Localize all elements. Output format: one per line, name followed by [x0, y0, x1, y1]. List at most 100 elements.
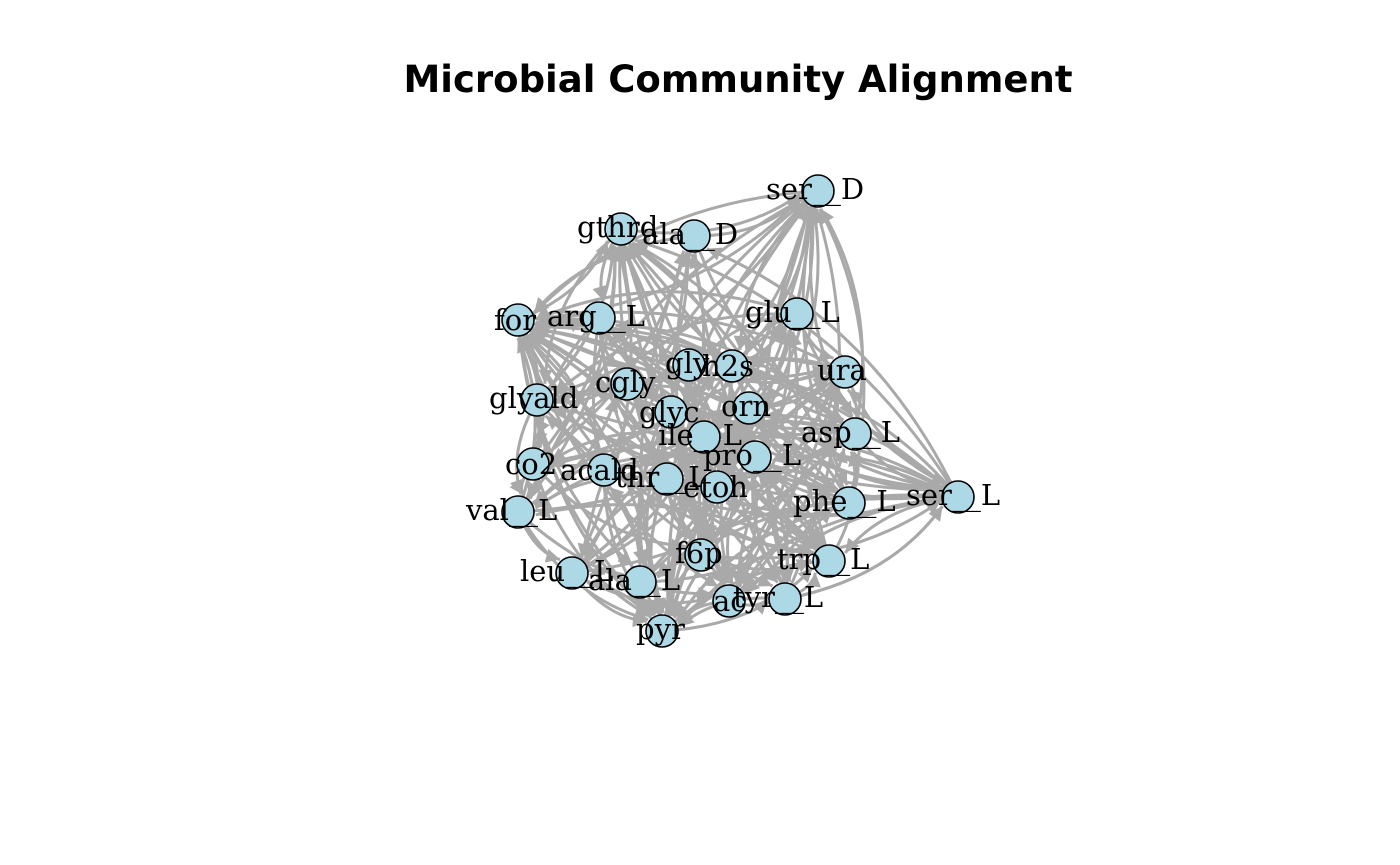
node-acald[interactable]: acald [560, 453, 639, 487]
arrowhead-thr__L-to-glu__L [775, 328, 790, 344]
node-glyc[interactable]: glyc [639, 395, 699, 429]
node-label: tyr__L [733, 580, 823, 615]
node-co2[interactable]: co2 [505, 447, 557, 481]
node-arg__L[interactable]: arg__L [547, 299, 645, 335]
node-circle [768, 582, 802, 616]
node-etoh[interactable]: etoh [683, 470, 748, 504]
node-label: etoh [683, 470, 748, 504]
edge-pyr-to-gthrd [621, 246, 683, 632]
node-circle [738, 440, 772, 474]
arrowhead-pyr-to-leu__L [587, 576, 602, 591]
edge-ser__L-to-pyr [677, 495, 959, 625]
node-label: pro__L [703, 438, 801, 473]
node-val__L[interactable]: val__L [465, 493, 557, 529]
node-leu__L[interactable]: leu__L [520, 554, 613, 590]
edge-pro__L-to-ser__D [753, 208, 820, 458]
node-ac[interactable]: ac [712, 584, 747, 618]
node-f6p[interactable]: f6p [675, 536, 723, 572]
arrowhead-pyr-to-ura [824, 386, 839, 402]
node-label: trp__L [777, 542, 869, 577]
node-circle [801, 174, 835, 208]
node-ura[interactable]: ura [817, 353, 867, 389]
node-circle [715, 349, 749, 383]
node-for[interactable]: for [494, 303, 536, 337]
arrowhead-glu__L-to-ura [818, 347, 834, 362]
node-ser__D[interactable]: ser__D [766, 172, 864, 208]
edge-ala__D-to-for [533, 234, 695, 314]
edge-phe__L-to-pyr [675, 501, 850, 622]
arrowhead-ala__L-to-pyr [639, 603, 655, 617]
node-label: h2s [702, 349, 754, 383]
arrowhead-tyr__L-to-ser__D [813, 208, 828, 225]
arrowhead-ser__D-to-h2s [733, 335, 748, 350]
node-circle [812, 544, 846, 578]
node-circle [582, 301, 616, 335]
arrowhead-ser__L-to-for [534, 319, 549, 334]
node-label: asp__L [801, 415, 900, 450]
node-thr__L[interactable]: thr__L [615, 460, 707, 496]
arrowhead-ser__L-to-ala__D [706, 247, 723, 261]
node-trp__L[interactable]: trp__L [777, 542, 869, 578]
node-label: glyc [639, 395, 699, 429]
node-gly[interactable]: gly [665, 346, 710, 382]
node-circle [780, 297, 814, 331]
arrowhead-ac-to-glu__L [788, 331, 802, 347]
node-ala__D[interactable]: ala__D [642, 217, 738, 253]
node-orn[interactable]: orn [721, 389, 771, 425]
edge-thr__L-to-for [529, 331, 669, 480]
edge-pyr-to-glyald [544, 414, 664, 632]
arrowhead-pyr-to-gthrd [622, 246, 636, 263]
node-label: ac [713, 584, 747, 618]
arrowhead-ac-to-pyr [678, 608, 692, 624]
arrowhead-ala__D-to-for [534, 297, 549, 313]
node-glyald[interactable]: glyald [489, 381, 578, 417]
node-circle [623, 565, 657, 599]
arrowhead-for-to-tyr__L [756, 573, 773, 587]
node-label: glyald [489, 381, 578, 415]
arrowhead-thr__L-to-val__L [535, 494, 551, 509]
node-circle [555, 556, 589, 590]
node-cgly[interactable]: cgly [595, 365, 656, 401]
node-phe__L[interactable]: phe__L [793, 484, 896, 520]
node-label: phe__L [793, 484, 896, 519]
node-ala__L[interactable]: ala__L [588, 563, 680, 599]
node-pro__L[interactable]: pro__L [703, 438, 801, 474]
arrowhead-ser__L-to-co2 [550, 454, 567, 468]
arrowhead-glyc-to-pyr [651, 597, 665, 614]
arrowhead-f6p-to-arg__L [606, 334, 622, 350]
arrowhead-ac-to-pro__L [748, 474, 763, 491]
node-circle [650, 462, 684, 496]
node-pyr[interactable]: pyr [636, 612, 685, 648]
node-label: val__L [465, 493, 557, 528]
node-circle [684, 538, 718, 572]
node-circle [687, 420, 721, 454]
edge-tyr__L-to-ser__D [783, 208, 842, 600]
node-circle [672, 348, 706, 382]
edge-tyr__L-to-ser__L [784, 505, 944, 601]
edge-f6p-to-gthrd [624, 245, 706, 556]
node-label: orn [721, 389, 771, 423]
edge-gthrd-to-ser__D [620, 193, 802, 235]
node-h2s[interactable]: h2s [702, 349, 754, 383]
node-label: ile__L [658, 418, 742, 453]
node-circle [941, 480, 975, 514]
edge-trp__L-to-gthrd [629, 243, 831, 562]
node-ile__L[interactable]: ile__L [658, 418, 742, 454]
arrowhead-val__L-to-for [517, 338, 531, 354]
node-gthrd[interactable]: gthrd [577, 210, 658, 246]
node-glu__L[interactable]: glu__L [745, 295, 840, 331]
node-circle [828, 355, 862, 389]
node-ser__L[interactable]: ser__L [906, 478, 1000, 514]
arrowhead-val__L-to-ura [813, 379, 829, 394]
node-asp__L[interactable]: asp__L [801, 415, 900, 451]
arrowhead-trp__L-to-val__L [535, 504, 552, 519]
arrowhead-tyr__L-to-ser__L [928, 506, 943, 522]
node-circle [712, 584, 746, 618]
node-circle [838, 417, 872, 451]
node-tyr__L[interactable]: tyr__L [733, 580, 823, 616]
node-label: gthrd [577, 210, 658, 244]
node-label: pyr [636, 612, 685, 646]
arrowhead-val__L-to-co2 [527, 481, 542, 497]
